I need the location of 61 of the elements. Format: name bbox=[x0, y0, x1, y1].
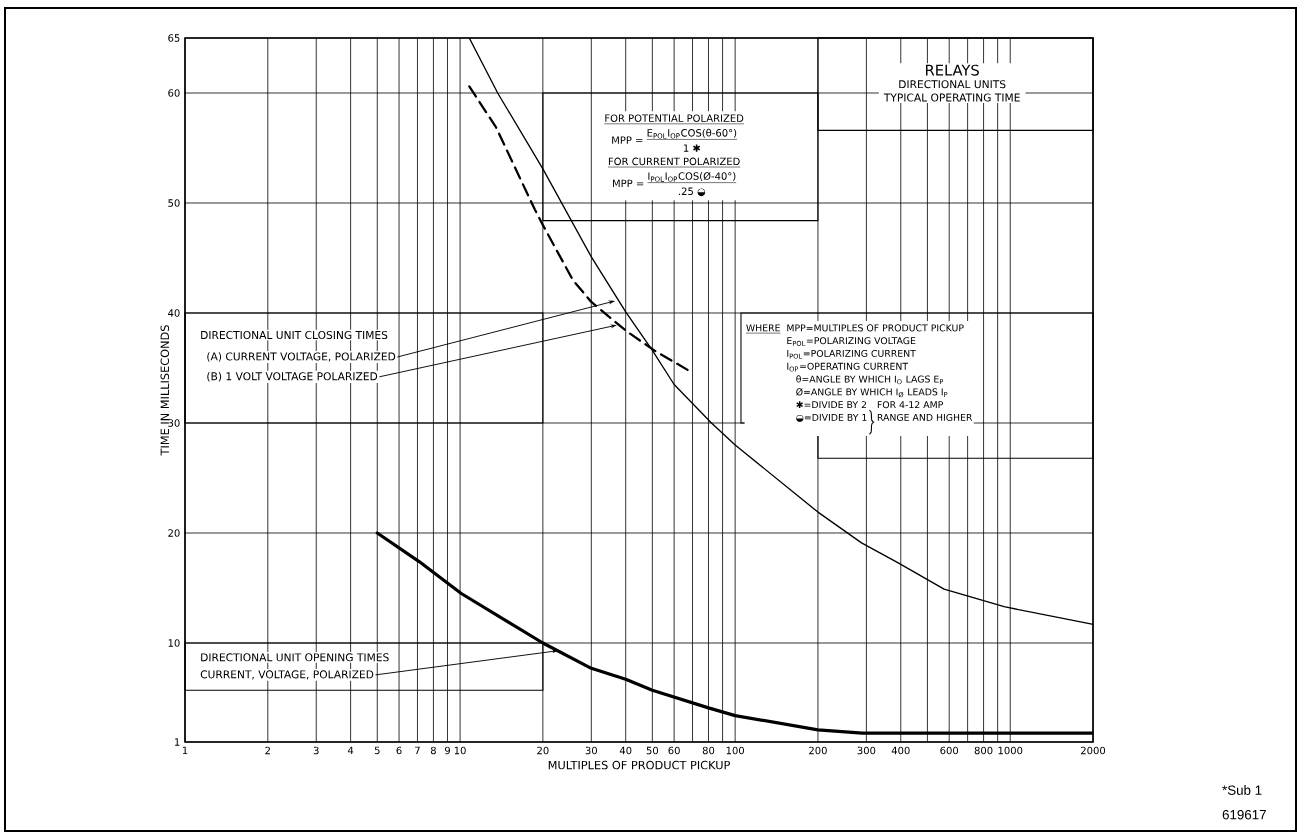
y-tick-label: 30 bbox=[168, 419, 180, 427]
annotation: RANGE AND HIGHER bbox=[877, 413, 973, 421]
text: DIRECTIONAL UNITS TYPICAL OPERATING TIME bbox=[883, 80, 1020, 102]
x-tick-label: 40 bbox=[619, 746, 632, 755]
y-tick-label: 65 bbox=[168, 34, 180, 42]
x-tick-label: 60 bbox=[668, 746, 680, 755]
annotation: ✱=DIVIDE BY 2 bbox=[796, 401, 867, 409]
x-tick-label: 7 bbox=[415, 746, 420, 754]
x-tick-label: 50 bbox=[646, 746, 659, 755]
x-tick-label: 30 bbox=[585, 746, 598, 755]
x-tick-label: 8 bbox=[430, 746, 436, 755]
x-tick-label: 200 bbox=[809, 746, 827, 755]
text: 619617 bbox=[1222, 809, 1266, 820]
annotation: MPP = bbox=[613, 179, 644, 187]
text: RELAYS bbox=[926, 64, 979, 76]
x-tick-label: 80 bbox=[702, 746, 715, 755]
annotation: CURRENT, VOLTAGE, POLARIZED bbox=[200, 670, 374, 680]
annotation: I$_{POL}$I$_{OP}$COS(Ø-40°) bbox=[648, 172, 736, 182]
x-tick-label: 300 bbox=[857, 746, 876, 755]
y-tick-label: 10 bbox=[168, 639, 180, 647]
annotation: (B) 1 VOLT VOLTAGE POLARIZED bbox=[207, 372, 378, 382]
y-tick-label: 40 bbox=[168, 309, 180, 317]
annotation: .25 ◒ bbox=[679, 187, 706, 197]
x-tick-label: 20 bbox=[537, 746, 549, 755]
x-tick-label: 4 bbox=[347, 746, 354, 754]
annotation: (A) CURRENT VOLTAGE, POLARIZED bbox=[207, 352, 396, 362]
annotation: E$_{POL}$I$_{OP}$COS(θ-60°) bbox=[647, 128, 737, 139]
y-tick-label: 60 bbox=[168, 89, 180, 97]
y-tick-label: 50 bbox=[168, 199, 180, 207]
annotation: I$_{OP}$=OPERATING CURRENT bbox=[787, 362, 909, 372]
x-tick-label: 9 bbox=[444, 746, 450, 755]
x-tick-label: 2000 bbox=[1081, 746, 1106, 755]
annotation: MPP = bbox=[612, 136, 643, 144]
x-tick-label: 600 bbox=[940, 746, 959, 755]
x-tick-label: 6 bbox=[396, 746, 402, 755]
annotation: θ=ANGLE BY WHICH I$_{O}$ LAGS E$_{P}$ bbox=[796, 375, 944, 385]
annotation: I$_{POL}$=POLARIZING CURRENT bbox=[787, 349, 916, 359]
annotation: Ø=ANGLE BY WHICH I$_{Ø}$ LEADS I$_{P}$ bbox=[796, 388, 948, 398]
x-tick-label: 1 bbox=[182, 746, 188, 754]
x-tick-label: 1000 bbox=[998, 746, 1023, 755]
y-tick-label: 20 bbox=[168, 529, 180, 537]
x-tick-label: 10 bbox=[454, 746, 466, 755]
annotation: E$_{POL}$=POLARIZING VOLTAGE bbox=[787, 337, 916, 346]
x-tick-label: 400 bbox=[891, 746, 910, 755]
x-axis-title: MULTIPLES OF PRODUCT PICKUP bbox=[548, 760, 730, 770]
annotation: ◒=DIVIDE BY 1 bbox=[796, 414, 867, 423]
annotation: MPP=MULTIPLES OF PRODUCT PICKUP bbox=[787, 324, 964, 332]
annotation: FOR POTENTIAL POLARIZED bbox=[605, 114, 744, 122]
y-tick-label: 1 bbox=[175, 738, 180, 746]
x-tick-label: 100 bbox=[726, 746, 745, 755]
annotation: DIRECTIONAL UNIT OPENING TIMES bbox=[201, 653, 389, 662]
annotation: 1 ✱ bbox=[683, 144, 701, 152]
annotation: DIRECTIONAL UNIT CLOSING TIMES bbox=[201, 330, 388, 340]
x-tick-label: 800 bbox=[974, 746, 993, 755]
x-tick-label: 3 bbox=[313, 746, 319, 755]
annotation: FOR CURRENT POLARIZED bbox=[608, 157, 740, 166]
annotation: FOR 4-12 AMP bbox=[877, 401, 943, 409]
text: *Sub 1 bbox=[1222, 785, 1262, 795]
x-tick-label: 5 bbox=[374, 746, 380, 755]
x-tick-label: 2 bbox=[265, 746, 270, 755]
annotation: WHERE bbox=[746, 324, 780, 332]
